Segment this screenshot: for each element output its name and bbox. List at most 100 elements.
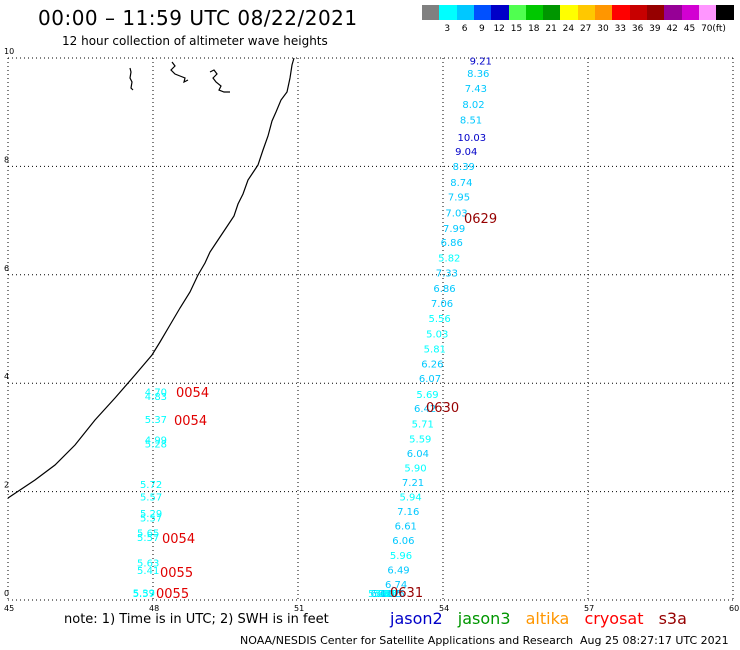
pass-label-cryosat-4: 0055 xyxy=(160,566,193,581)
wave-height-s3a: 5.56 xyxy=(429,314,451,325)
wave-height-s3a: 6.74 xyxy=(385,580,407,591)
legend-label: 33 xyxy=(614,24,627,34)
wave-height-s3a: 5.96 xyxy=(373,589,395,600)
legend-label: 70 xyxy=(701,24,713,34)
wave-height-s3a: 6.26 xyxy=(421,359,443,370)
wave-height-cryosat: 5.28 xyxy=(145,440,167,451)
wave-height-s3a: 6.06 xyxy=(392,536,414,547)
wave-height-cryosat: 5.57 xyxy=(140,492,162,503)
pass-label-s3a-1: 0629 xyxy=(464,212,497,227)
x-tick-label: 57 xyxy=(584,604,594,613)
legend-swatch xyxy=(543,5,562,20)
units-note: note: 1) Time is in UTC; 2) SWH is in fe… xyxy=(64,612,329,627)
wave-height-s3a: 5.69 xyxy=(416,390,438,401)
legend-label: 12 xyxy=(493,24,505,34)
wave-height-s3a: 7.95 xyxy=(448,193,470,204)
x-tick-label: 51 xyxy=(294,604,304,613)
legend-label: 42 xyxy=(666,24,678,34)
wave-height-s3a: 5.03 xyxy=(426,330,448,341)
sat-s3a: s3a xyxy=(658,609,687,628)
wave-height-s3a: 5.94 xyxy=(400,492,422,503)
axis-labels: 45 48 51 54 57 60 0 2 4 6 8 10 xyxy=(4,47,739,613)
legend-swatch xyxy=(577,5,596,20)
legend-label: 18 xyxy=(528,24,540,34)
y-tick-label: 2 xyxy=(4,481,9,490)
y-tick-label: 10 xyxy=(4,47,14,56)
y-tick-label: 8 xyxy=(4,155,9,164)
wave-height-s3a: 6.07 xyxy=(419,374,441,385)
wave-height-s3a: 8.36 xyxy=(467,69,489,80)
wave-height-cryosat: 5.57 xyxy=(137,533,159,544)
legend-swatch xyxy=(560,5,579,20)
wave-height-s3a: 6.15 xyxy=(380,589,402,600)
wave-height-s3a: 8.74 xyxy=(450,178,472,189)
sat-cryosat: cryosat xyxy=(584,609,644,628)
wave-height-s3a: 7.43 xyxy=(465,84,487,95)
legend-unit: (ft) xyxy=(712,24,726,34)
wave-height-s3a: 6.15 xyxy=(383,589,405,600)
pass-label-cryosat-3: 0054 xyxy=(162,532,195,547)
legend-label: 45 xyxy=(683,24,696,34)
wave-height-s3a: 10.03 xyxy=(458,133,487,144)
y-tick-label: 0 xyxy=(4,589,9,598)
y-tick-label: 6 xyxy=(4,264,9,273)
wave-height-cryosat: 5.72 xyxy=(140,480,162,491)
wave-height-cryosat: 5.65 xyxy=(137,529,159,540)
wave-height-s3a: 5.90 xyxy=(404,464,426,475)
legend-swatch xyxy=(681,5,700,20)
wave-height-s3a: 7.16 xyxy=(397,507,419,518)
wave-height-s3a: 6.61 xyxy=(395,522,417,533)
wave-height-s3a: 7.03 xyxy=(445,208,467,219)
wave-height-s3a: 6.49 xyxy=(387,565,409,576)
pass-labels: 0054 0054 0054 0055 0055 0629 0630 0631 xyxy=(156,212,497,602)
pass-label-cryosat-1: 0054 xyxy=(176,386,209,401)
pass-label-s3a-2: 0630 xyxy=(426,401,459,416)
wave-height-s3a: 5.71 xyxy=(412,420,434,431)
legend-swatch xyxy=(439,5,458,20)
legend-swatch xyxy=(664,5,683,20)
island-3 xyxy=(209,69,230,93)
legend-swatch xyxy=(508,5,527,20)
legend-swatch xyxy=(595,5,613,20)
legend-label: 9 xyxy=(479,24,485,34)
wave-height-cryosat: 4.70 xyxy=(145,388,167,399)
sat-altika: altika xyxy=(525,609,570,628)
wave-height-s3a: 7.33 xyxy=(436,268,458,279)
wave-height-cryosat: 5.57 xyxy=(133,589,155,600)
wave-height-s3a: 6.86 xyxy=(433,284,455,295)
legend-swatch xyxy=(716,5,735,20)
legend-label: 15 xyxy=(510,24,523,34)
wave-height-s3a: 6.11 xyxy=(371,589,393,600)
x-tick-label: 45 xyxy=(4,604,14,613)
x-tick-label: 54 xyxy=(439,604,449,613)
wave-height-s3a: 9.21 xyxy=(470,57,492,68)
legend-label: 24 xyxy=(562,24,575,34)
legend-label: 30 xyxy=(597,24,609,34)
wave-height-cryosat: 5.29 xyxy=(140,509,162,520)
x-tick-label: 48 xyxy=(149,604,159,613)
credit-line: NOAA/NESDIS Center for Satellite Applica… xyxy=(240,634,574,647)
wave-height-cryosat: 4.99 xyxy=(145,435,167,446)
wave-height-s3a: 6.04 xyxy=(407,449,429,460)
wave-height-cryosat: 5.57 xyxy=(140,513,162,524)
wave-height-s3a: 6.42 xyxy=(414,404,436,415)
legend-swatch xyxy=(473,5,492,20)
wave-height-s3a: 7.06 xyxy=(431,299,453,310)
satellite-key: jason2 jason3 altika cryosat s3a xyxy=(390,609,697,628)
wave-height-s3a: 5.59 xyxy=(409,434,431,445)
wave-height-cryosat: 5.63 xyxy=(137,558,159,569)
wave-height-cryosat: 5.37 xyxy=(145,415,167,426)
legend-swatch xyxy=(612,5,631,20)
legend-label: 36 xyxy=(631,24,644,34)
track-readings: 4.704.835.374.995.285.725.575.295.575.65… xyxy=(133,57,492,600)
legend-swatch xyxy=(456,5,475,20)
legend-label: 3 xyxy=(444,24,451,34)
wave-height-s3a: 8.02 xyxy=(462,100,484,111)
legend-swatch xyxy=(698,5,717,20)
grid-lines xyxy=(7,57,734,601)
pass-label-s3a-3: 0631 xyxy=(390,586,423,601)
wave-height-s3a: 8.39 xyxy=(453,162,475,173)
coastline-main xyxy=(7,57,295,499)
wave-height-s3a: 8.51 xyxy=(460,116,482,127)
